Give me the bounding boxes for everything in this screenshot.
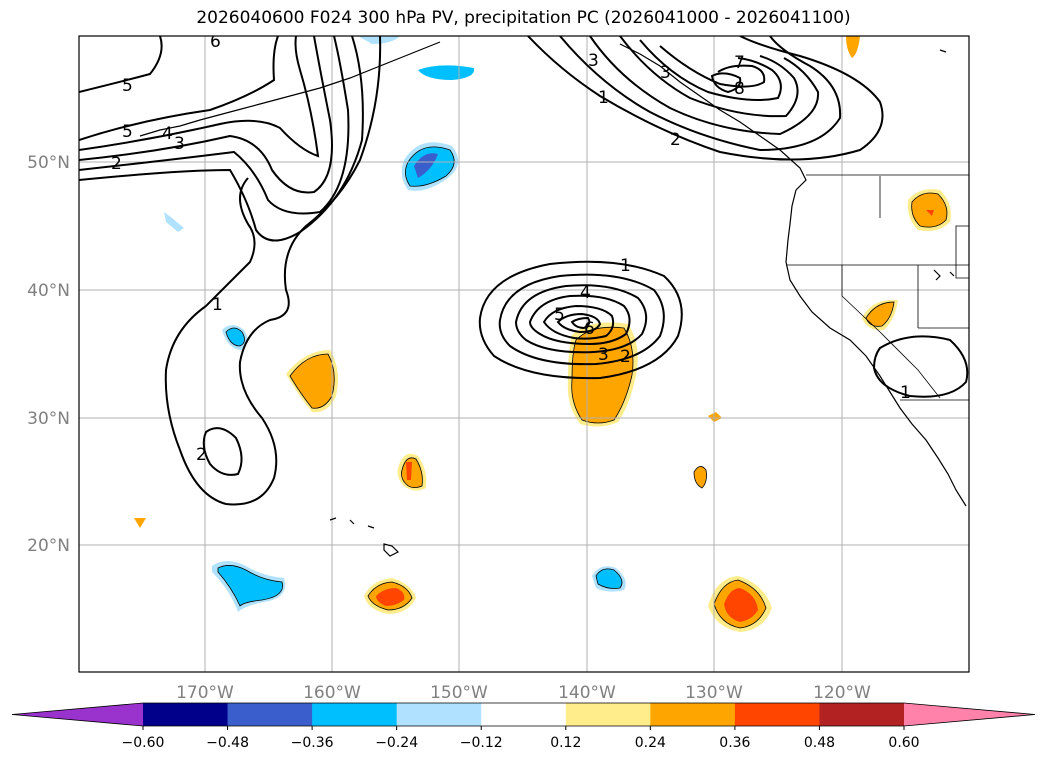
contour-label: 6 [210,32,221,52]
contour-label: 8 [734,79,745,99]
longitude-labels: 170°W 160°W 150°W 140°W 130°W 120°W [176,683,871,703]
contour-label: 1 [598,88,609,108]
contour-label: 5 [122,122,133,142]
colorbar-tick-label: 0.36 [719,735,750,751]
colorbar-tick-label: 0.12 [550,735,581,751]
colorbar-segment [312,703,398,726]
map-border [78,35,970,673]
colorbar-segment [650,703,736,726]
colorbar-segment [227,703,313,726]
contour-label: 4 [162,124,173,144]
colorbar: −0.60 −0.48 −0.36 −0.24 −0.12 0.12 0.24 0.36 0.4… [11,702,1036,751]
colorbar-extend-high [904,703,1035,726]
lon-label: 140°W [558,683,616,703]
colorbar-segment [565,703,651,726]
contour-label: 4 [580,283,591,303]
colorbar-tick-label: 0.24 [635,735,666,751]
lat-label: 50°N [27,153,70,173]
contour-label: 5 [554,305,565,325]
colorbar-tick-label: −0.12 [460,735,503,751]
contour-label: 1 [212,295,223,315]
political-borders [786,174,969,401]
contour-label: 2 [111,154,122,174]
lon-label: 170°W [176,683,234,703]
contour-labels: 5 5 4 3 2 6 1 2 3 1 2 7 8 3 1 4 5 6 3 2 … [111,32,911,465]
colorbar-segment [143,703,229,726]
contour-label: 3 [598,345,609,365]
colorbar-tick-label: −0.60 [122,735,165,751]
lat-label: 40°N [27,281,70,301]
pv-contours [79,36,969,506]
colorbar-tick-label: 0.48 [804,735,835,751]
colorbar-segment [734,703,820,726]
contour-label: 7 [734,53,745,73]
contour-label: 1 [900,383,911,403]
contour-label: 1 [620,256,631,276]
contour-label: 3 [660,63,671,83]
lat-label: 20°N [27,536,70,556]
contour-label: 2 [620,347,631,367]
colorbar-segment [819,703,905,726]
contour-label: 3 [588,51,599,71]
lon-label: 150°W [430,683,488,703]
contour-label: 2 [196,445,207,465]
lon-label: 160°W [303,683,361,703]
map-title: 2026040600 F024 300 hPa PV, precipitatio… [196,8,851,28]
contour-label: 5 [122,76,133,96]
latitude-labels: 50°N 40°N 30°N 20°N [27,153,70,556]
precip-outline-layer [217,146,948,629]
colorbar-extend-low [12,703,143,726]
colorbar-tick-label: −0.36 [291,735,334,751]
colorbar-segment [396,703,482,726]
lon-label: 130°W [685,683,743,703]
lat-label: 30°N [27,409,70,429]
coastlines [139,41,967,557]
contour-label: 3 [174,134,185,154]
contour-label: 6 [584,319,595,339]
colorbar-tick-label: 0.60 [888,735,919,751]
colorbar-tick-label: −0.24 [375,735,418,751]
colorbar-segment [481,703,567,726]
colorbar-tick-label: −0.48 [206,735,249,751]
lon-label: 120°W [813,683,871,703]
contour-label: 2 [670,130,681,150]
